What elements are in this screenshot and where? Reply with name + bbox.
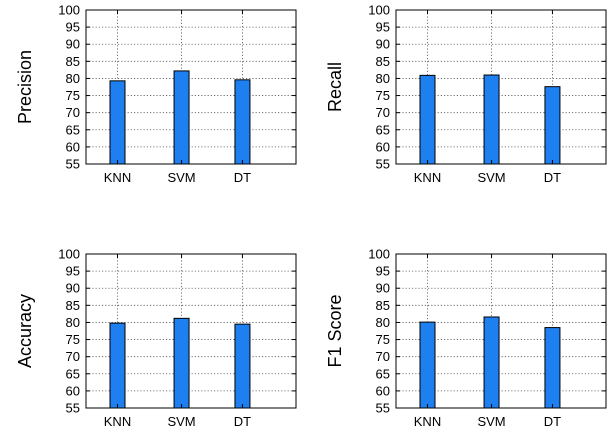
chart-panel-3: 55 60 65 70 75 80 85 90 95 100 KNN SVM DT Accuracy <box>15 247 297 429</box>
y-tick-label: 100 <box>368 3 390 18</box>
y-tick-label: 65 <box>66 122 80 137</box>
bar-svm <box>483 74 500 165</box>
y-tick-label: 90 <box>66 281 80 296</box>
y-tick-label: 75 <box>66 332 80 347</box>
y-tick-label: 60 <box>66 383 80 398</box>
y-tick-label: 95 <box>66 20 80 35</box>
y-tick-label: 65 <box>66 366 80 381</box>
x-tick-label-svm: SVM <box>167 414 195 429</box>
y-tick-label: 65 <box>376 122 390 137</box>
chart-panel-2: 55 60 65 70 75 80 85 90 95 100 KNN SVM DT Recall <box>325 3 607 185</box>
y-tick-label: 55 <box>66 401 80 416</box>
y-tick-label: 85 <box>376 54 390 69</box>
plot-frame <box>85 9 297 165</box>
y-axis-label: F1 Score <box>325 294 345 367</box>
bar-dt <box>544 86 561 165</box>
y-tick-label: 90 <box>376 37 390 52</box>
bar-svm <box>173 317 190 409</box>
y-tick-label: 100 <box>58 3 80 18</box>
bar-dt <box>544 327 561 409</box>
bar-knn <box>109 322 126 409</box>
chart-panel-4: 55 60 65 70 75 80 85 90 95 100 KNN SVM DT F1 Score <box>325 247 607 429</box>
y-tick-label: 70 <box>66 105 80 120</box>
y-tick-label: 60 <box>376 139 390 154</box>
bar-dt <box>234 323 251 409</box>
bar-knn <box>109 80 126 165</box>
plot-frame <box>85 253 297 409</box>
y-tick-label: 85 <box>66 298 80 313</box>
x-tick-label-svm: SVM <box>477 414 505 429</box>
y-tick-label: 85 <box>66 54 80 69</box>
x-tick-label-dt: DT <box>234 170 251 185</box>
x-tick-label-dt: DT <box>544 170 561 185</box>
y-tick-label: 95 <box>376 20 390 35</box>
y-tick-label: 60 <box>66 139 80 154</box>
x-tick-label-knn: KNN <box>414 414 441 429</box>
y-tick-label: 75 <box>376 88 390 103</box>
y-tick-label: 65 <box>376 366 390 381</box>
y-tick-label: 80 <box>376 71 390 86</box>
bar-dt <box>234 79 251 165</box>
y-tick-label: 100 <box>58 247 80 262</box>
y-tick-label: 70 <box>376 349 390 364</box>
bar-svm <box>483 316 500 409</box>
x-tick-label-dt: DT <box>234 414 251 429</box>
y-tick-label: 75 <box>66 88 80 103</box>
y-tick-label: 90 <box>376 281 390 296</box>
y-axis-label: Precision <box>15 50 35 124</box>
y-tick-label: 80 <box>376 315 390 330</box>
y-tick-label: 55 <box>376 157 390 172</box>
y-tick-label: 95 <box>376 264 390 279</box>
x-tick-label-knn: KNN <box>104 414 131 429</box>
y-tick-label: 70 <box>66 349 80 364</box>
y-tick-label: 70 <box>376 105 390 120</box>
y-tick-label: 55 <box>66 157 80 172</box>
x-tick-label-knn: KNN <box>104 170 131 185</box>
y-tick-label: 75 <box>376 332 390 347</box>
y-tick-label: 85 <box>376 298 390 313</box>
plot-frame <box>395 9 607 165</box>
bar-knn <box>419 74 436 165</box>
bar-svm <box>173 70 190 165</box>
y-axis-label: Recall <box>325 62 345 112</box>
x-tick-label-knn: KNN <box>414 170 441 185</box>
y-tick-label: 80 <box>66 315 80 330</box>
y-tick-label: 80 <box>66 71 80 86</box>
bar-knn <box>419 321 436 409</box>
chart-panel-1: 55 60 65 70 75 80 85 90 95 100 KNN SVM DT Precision <box>15 3 297 185</box>
plot-frame <box>395 253 607 409</box>
y-tick-label: 95 <box>66 264 80 279</box>
x-tick-label-svm: SVM <box>477 170 505 185</box>
y-tick-label: 55 <box>376 401 390 416</box>
x-tick-label-svm: SVM <box>167 170 195 185</box>
y-tick-label: 60 <box>376 383 390 398</box>
y-tick-label: 90 <box>66 37 80 52</box>
y-axis-label: Accuracy <box>15 294 35 368</box>
x-tick-label-dt: DT <box>544 414 561 429</box>
y-tick-label: 100 <box>368 247 390 262</box>
